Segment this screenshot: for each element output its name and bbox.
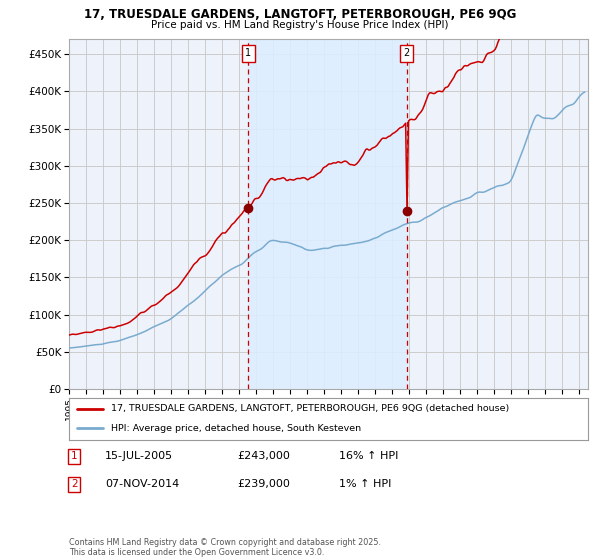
Text: 15-JUL-2005: 15-JUL-2005	[105, 451, 173, 461]
Text: 1: 1	[71, 451, 77, 461]
Text: £243,000: £243,000	[237, 451, 290, 461]
Text: Price paid vs. HM Land Registry's House Price Index (HPI): Price paid vs. HM Land Registry's House …	[151, 20, 449, 30]
Text: 16% ↑ HPI: 16% ↑ HPI	[339, 451, 398, 461]
Text: Contains HM Land Registry data © Crown copyright and database right 2025.
This d: Contains HM Land Registry data © Crown c…	[69, 538, 381, 557]
Text: 17, TRUESDALE GARDENS, LANGTOFT, PETERBOROUGH, PE6 9QG (detached house): 17, TRUESDALE GARDENS, LANGTOFT, PETERBO…	[110, 404, 509, 413]
Text: 1: 1	[245, 48, 251, 58]
Text: 1% ↑ HPI: 1% ↑ HPI	[339, 479, 391, 489]
Text: 2: 2	[404, 48, 410, 58]
Text: 07-NOV-2014: 07-NOV-2014	[105, 479, 179, 489]
Bar	[248, 39, 407, 389]
Text: HPI: Average price, detached house, South Kesteven: HPI: Average price, detached house, Sout…	[110, 424, 361, 433]
Text: 17, TRUESDALE GARDENS, LANGTOFT, PETERBOROUGH, PE6 9QG: 17, TRUESDALE GARDENS, LANGTOFT, PETERBO…	[84, 8, 516, 21]
Text: £239,000: £239,000	[237, 479, 290, 489]
Text: 2: 2	[71, 479, 77, 489]
